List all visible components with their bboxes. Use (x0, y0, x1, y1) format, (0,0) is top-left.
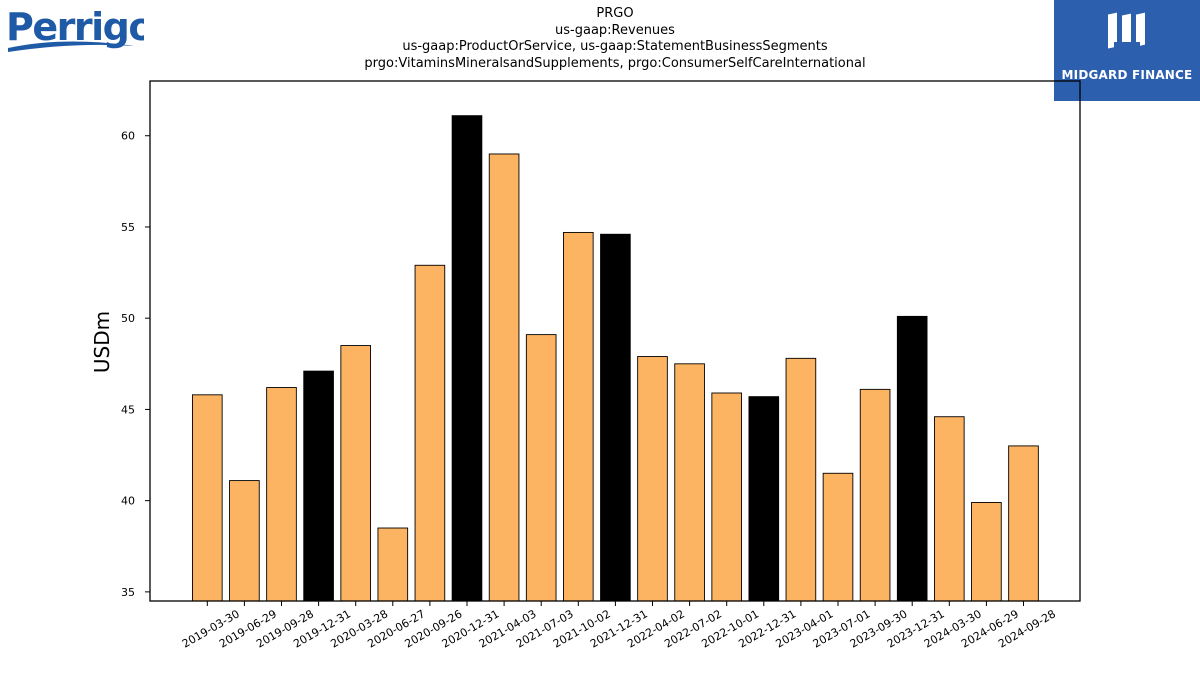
bar-2023-04-01 (785, 357, 817, 602)
x-axis: 2019-03-302019-06-292019-09-282019-12-31… (180, 601, 1058, 651)
y-tick-label: 55 (121, 221, 135, 234)
bar-2020-09-26 (414, 264, 446, 602)
bar-2024-06-29 (971, 502, 1002, 602)
bar-2019-06-29 (229, 480, 260, 602)
bar-2020-03-28 (340, 345, 372, 602)
bar-2021-12-31 (600, 233, 631, 602)
midgard-finance-logo: MIDGARD FINANCE (1054, 0, 1200, 101)
bar-2024-03-30 (934, 416, 965, 602)
y-tick-label: 35 (121, 586, 135, 599)
bar-2022-12-31 (748, 396, 780, 602)
bar-2020-12-31 (451, 115, 483, 602)
y-tick-label: 60 (121, 130, 135, 143)
bar-2022-04-02 (637, 356, 668, 602)
chart-title: PRGO us-gaap:Revenues us-gaap:ProductOrS… (150, 6, 1080, 72)
bar-2021-07-03 (525, 334, 557, 602)
chart-title-line-4: prgo:VitaminsMineralsandSupplements, prg… (364, 55, 866, 71)
bar-2023-12-31 (896, 315, 928, 602)
y-tick-label: 45 (121, 403, 135, 416)
bar-2023-09-30 (859, 388, 891, 602)
chart-title-line-3: us-gaap:ProductOrService, us-gaap:Statem… (402, 39, 828, 54)
y-axis: 35 40 45 50 55 60 (121, 130, 150, 599)
midgard-m-icon (1108, 12, 1145, 49)
bar-2019-03-30 (191, 394, 223, 602)
y-tick-label: 50 (121, 312, 135, 325)
bar-2019-09-28 (266, 387, 297, 602)
bar-2022-07-02 (674, 363, 705, 602)
bar-2024-09-28 (1008, 445, 1039, 602)
y-axis-label: USDm (90, 311, 114, 373)
bar-2022-10-01 (711, 392, 742, 602)
chart-title-line-2: us-gaap:Revenues (555, 22, 675, 38)
bar-2023-07-01 (822, 472, 854, 602)
chart-title-line-1: PRGO (596, 6, 634, 21)
bar-2021-10-02 (563, 231, 594, 602)
bar-2019-12-31 (303, 370, 334, 602)
bar-2020-06-27 (377, 527, 409, 602)
y-tick-label: 40 (121, 495, 135, 508)
bar-2021-04-03 (488, 153, 520, 602)
perrigo-swoosh-icon (8, 41, 134, 52)
midgard-finance-text: MIDGARD FINANCE (1061, 68, 1193, 82)
bars-layer (191, 115, 1039, 602)
perrigo-logo: Perrigo (6, 5, 144, 52)
